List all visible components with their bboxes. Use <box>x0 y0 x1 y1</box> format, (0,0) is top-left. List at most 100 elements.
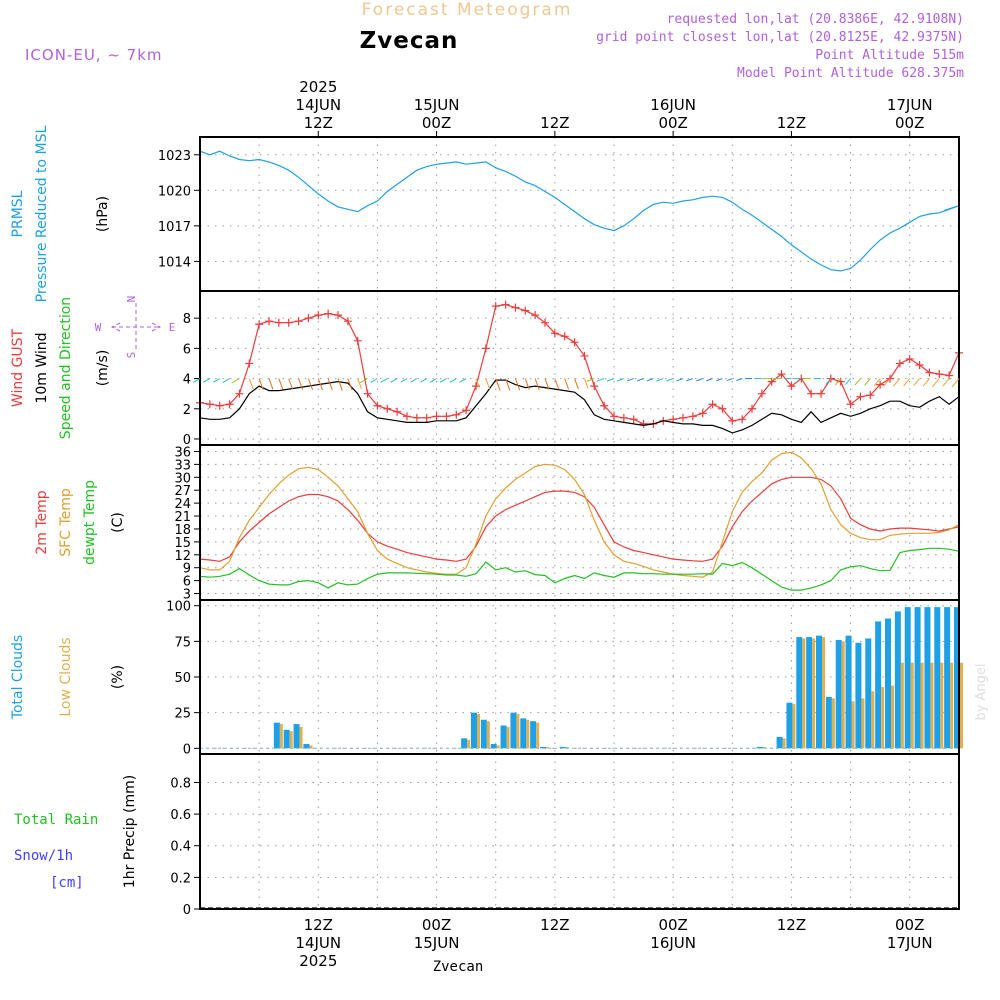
gust-marker <box>353 336 362 345</box>
wind-arrow <box>429 378 437 383</box>
gust-marker <box>294 317 303 326</box>
gust-marker <box>432 412 441 421</box>
low-cloud-bar <box>516 714 520 749</box>
time-label-top: 12Z <box>540 114 569 132</box>
gridlines <box>200 291 959 445</box>
gust-marker <box>521 306 530 315</box>
gust-marker <box>629 415 638 424</box>
total-cloud-bar <box>894 611 901 749</box>
gust-marker <box>787 382 796 391</box>
model-altitude: Model Point Altitude 628.375m <box>737 66 964 81</box>
low-cloud-bar <box>812 638 816 749</box>
gust-marker <box>807 389 816 398</box>
wind-arrow <box>726 378 733 382</box>
wind-arrow <box>534 378 540 391</box>
total-cloud-bar <box>786 702 793 749</box>
wind-arrow <box>307 378 314 391</box>
gust-marker <box>945 371 954 380</box>
y-tick-label: 9 <box>183 562 191 577</box>
low-cloud-bar <box>546 746 549 749</box>
gust-marker <box>639 419 648 428</box>
low-cloud-bar <box>891 685 894 749</box>
gust-marker <box>876 380 885 389</box>
gust-marker <box>748 404 756 413</box>
grid-point-coordinates: grid point closest lon,lat (20.8125E, 42… <box>596 30 964 45</box>
y-tick-label: 33 <box>174 458 191 473</box>
low-cloud-bar <box>762 746 766 749</box>
gust-marker <box>383 404 392 413</box>
wind-arrow <box>420 378 427 383</box>
total-cloud-bar <box>756 746 763 749</box>
wind-arrow <box>626 378 634 382</box>
wind-arrow <box>459 378 467 383</box>
gust-marker <box>245 359 254 368</box>
model-label: ICON-EU, ~ 7km <box>25 46 163 64</box>
low-cloud-bar <box>940 662 944 749</box>
y-axis-label: Low Clouds <box>58 637 74 716</box>
chart-title: Forecast Meteogram <box>362 0 573 20</box>
wind-arrow <box>706 378 713 382</box>
wind-arrow <box>439 378 447 383</box>
wind-arrow <box>564 378 570 390</box>
gust-marker <box>915 360 924 369</box>
y-tick-label: 25 <box>174 707 191 722</box>
time-label-bottom: 14JUN <box>295 934 341 952</box>
wind-arrows <box>192 378 960 391</box>
low-cloud-bar <box>477 714 480 749</box>
wind-arrow <box>390 378 398 383</box>
gust-marker <box>560 332 569 341</box>
requested-coordinates: requested lon,lat (20.8386E, 42.9108N) <box>667 12 964 27</box>
total-cloud-bar <box>816 635 822 749</box>
y-axis-label: 10m Wind <box>34 332 50 403</box>
gust-marker <box>688 412 697 421</box>
compass-north: N <box>125 296 138 303</box>
point-altitude: Point Altitude 515m <box>815 48 964 63</box>
gust-marker <box>856 392 865 401</box>
wind-arrow <box>583 378 589 389</box>
total-cloud-bar <box>559 746 566 749</box>
gust-marker <box>442 412 451 421</box>
total-cloud-bar <box>934 607 941 749</box>
total-cloud-bar <box>825 696 832 749</box>
panel-frame <box>199 290 960 446</box>
y-tick-label: 75 <box>174 635 191 650</box>
y-tick-label: 50 <box>174 671 191 686</box>
y-tick-label: 0.2 <box>170 871 191 886</box>
wind-arrow <box>825 378 832 385</box>
total-cloud-bar <box>273 722 280 749</box>
y-tick-label: 100 <box>166 600 191 615</box>
y-tick-label: 1014 <box>158 255 191 270</box>
y-tick-label: 2 <box>183 403 191 418</box>
wind-arrow <box>854 378 861 386</box>
gust-marker <box>324 309 333 318</box>
low-cloud-bar <box>289 731 293 749</box>
compass-south: S <box>125 352 138 359</box>
gust-marker <box>895 359 904 368</box>
low-cloud-bar <box>861 698 865 749</box>
time-label-bottom: 12Z <box>540 916 569 934</box>
gust-marker <box>274 318 283 327</box>
wind-arrow <box>231 378 240 384</box>
y-tick-label: 18 <box>174 523 191 538</box>
wind-arrow <box>864 378 871 386</box>
low-cloud-bar <box>960 662 963 749</box>
y-tick-label: 8 <box>183 312 191 327</box>
gust-marker <box>846 400 855 409</box>
gust-marker <box>501 300 510 309</box>
wind-arrow <box>258 378 264 391</box>
wind-arrow <box>666 378 674 382</box>
y-tick-label: 30 <box>174 471 191 486</box>
footer-location: Zvecan <box>433 959 484 975</box>
y-tick-label: 15 <box>174 536 191 551</box>
wind-arrow <box>903 378 911 387</box>
gust-marker <box>255 320 264 329</box>
time-label-top: 14JUN <box>295 96 341 114</box>
snow-legend: Snow/1h <box>14 848 73 864</box>
y-tick-label: 12 <box>174 549 191 564</box>
compass-arrows <box>110 303 162 351</box>
y-tick-label: 3 <box>183 588 191 603</box>
time-label-top: 17JUN <box>887 96 933 114</box>
y-tick-label: 6 <box>183 342 191 357</box>
wind-arrow <box>288 378 294 390</box>
